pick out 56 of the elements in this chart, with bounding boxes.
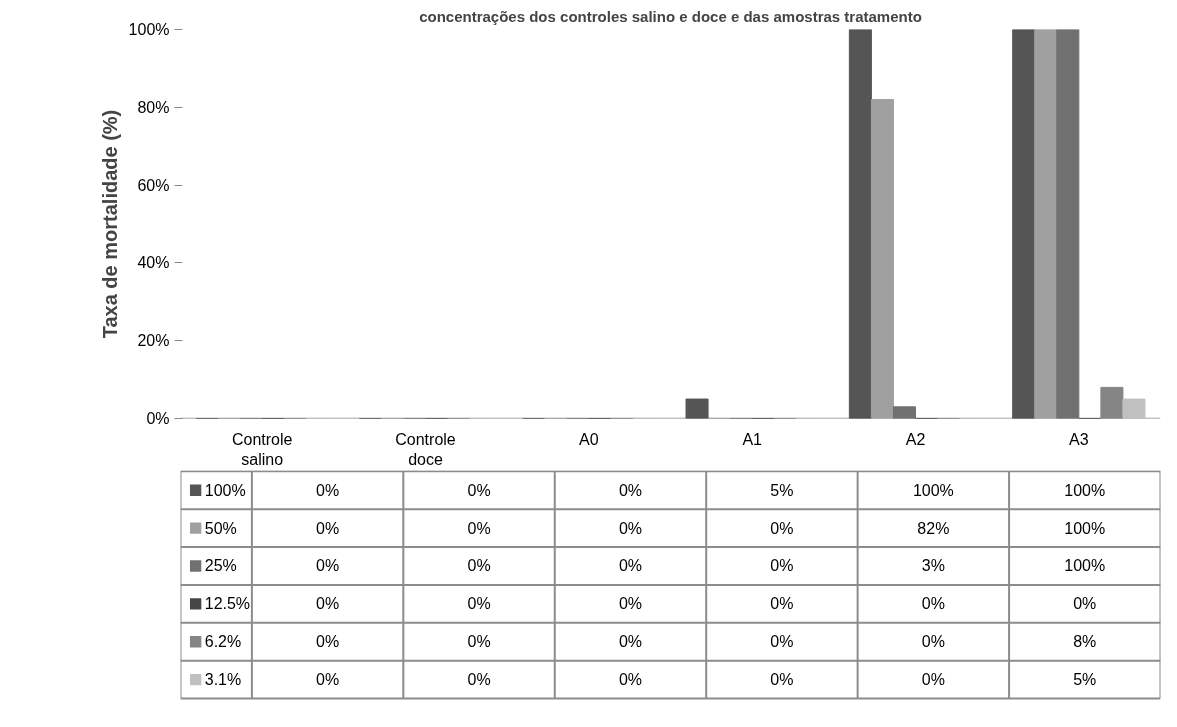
legend-label: 3.1% [204, 671, 242, 689]
data-label: 100% [1064, 519, 1106, 537]
data-label: 0% [467, 557, 491, 575]
data-label: 100% [912, 481, 954, 499]
y-tick-label: 80% [137, 98, 170, 116]
x-tick-label: Controle doce [395, 430, 456, 468]
data-label: 0% [770, 595, 794, 613]
data-label: 82% [917, 519, 950, 537]
data-label: 100% [1064, 481, 1106, 499]
data-label: 0% [467, 671, 491, 689]
data-label: 0% [770, 633, 794, 651]
data-label: 0% [316, 595, 340, 613]
data-label: 100% [1064, 557, 1106, 575]
data-label: 0% [316, 633, 340, 651]
data-label: 5% [770, 481, 794, 499]
x-tick-label: A1 [742, 430, 763, 448]
data-label: 0% [467, 633, 491, 651]
data-label: 0% [618, 519, 643, 537]
data-label: 0% [618, 595, 643, 613]
y-tick-label: 100% [128, 21, 170, 38]
data-label: 0% [921, 595, 945, 613]
data-label: 0% [770, 519, 794, 537]
data-label: 0% [921, 633, 945, 651]
x-tick-label: A0 [579, 430, 599, 448]
data-label: 0% [618, 671, 643, 689]
data-label: 0% [618, 481, 643, 499]
data-label: 0% [316, 519, 340, 537]
data-label: 0% [467, 519, 491, 537]
data-label: 0% [618, 557, 643, 575]
x-tick-label: A2 [905, 430, 926, 448]
data-label: 0% [316, 557, 340, 575]
data-label: 0% [770, 671, 794, 689]
data-label: 0% [618, 633, 643, 651]
x-tick-label: A3 [1069, 430, 1089, 448]
y-tick-label: 40% [137, 254, 170, 272]
chart-title: concentrações dos controles salino e doce e das amostras tratamento [419, 7, 922, 25]
x-tick-label: Controle salino [231, 430, 293, 468]
legend-label: 12.5% [204, 595, 251, 613]
legend-label: 100% [204, 481, 246, 499]
y-tick-label: 0% [146, 410, 170, 427]
y-axis-title: Taxa de mortalidade (%) [98, 109, 121, 339]
data-label: 0% [316, 671, 340, 689]
legend-label: 25% [204, 557, 237, 575]
data-label: 0% [467, 595, 491, 613]
data-label: 0% [921, 671, 945, 689]
data-label: 0% [1073, 595, 1097, 613]
legend-label: 50% [204, 519, 237, 537]
legend-label: 6.2% [204, 633, 242, 651]
data-label: 5% [1073, 671, 1097, 689]
y-tick-label: 60% [137, 176, 170, 194]
data-label: 0% [316, 481, 340, 499]
data-label: 3% [921, 557, 945, 575]
data-label: 0% [770, 557, 794, 575]
data-label: 8% [1073, 633, 1097, 651]
y-tick-label: 20% [137, 332, 170, 350]
data-label: 0% [467, 481, 491, 499]
